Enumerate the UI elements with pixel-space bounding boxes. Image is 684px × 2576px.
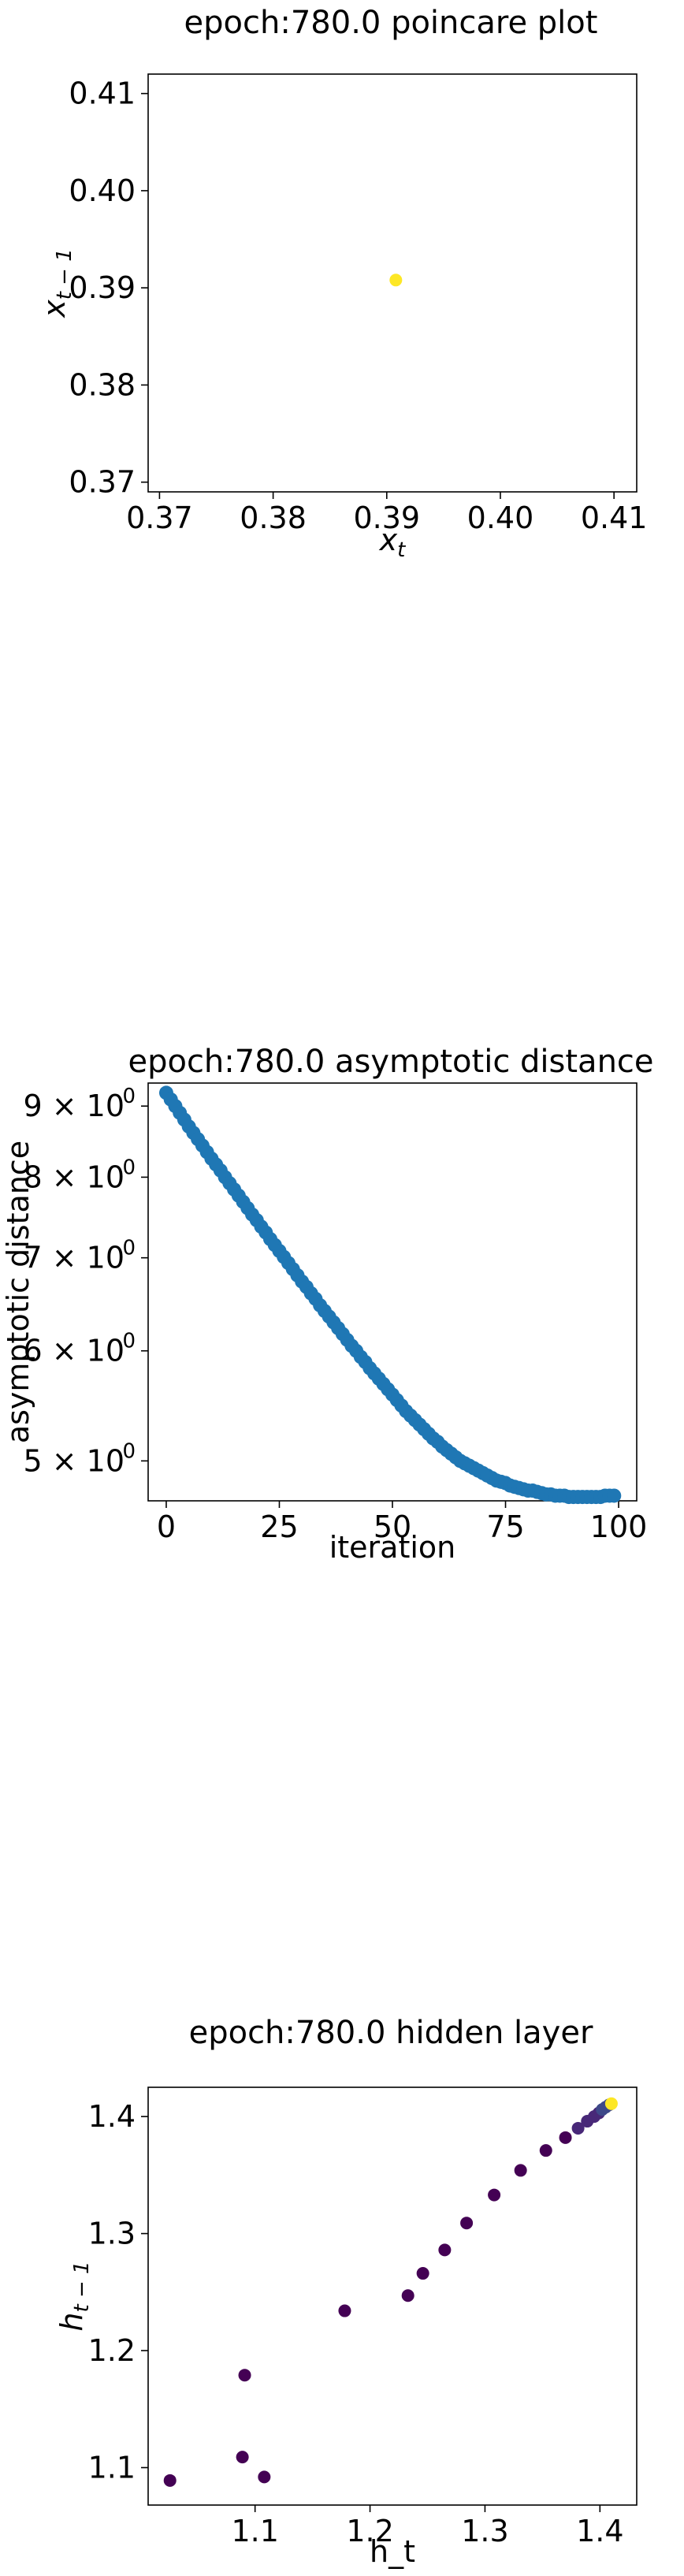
y-tick-label: 1.1 bbox=[88, 2450, 136, 2485]
data-point bbox=[571, 2121, 585, 2135]
x-ticks: 0.37 0.38 0.39 0.40 0.41 bbox=[126, 492, 647, 535]
y-tick-label: 5 × 10 bbox=[23, 1443, 125, 1478]
data-point bbox=[488, 2188, 501, 2202]
y-tick-label: 9 × 10 bbox=[23, 1089, 125, 1123]
x-tick-label: 100 bbox=[590, 1509, 648, 1544]
x-tick-label: 1.2 bbox=[346, 2514, 393, 2548]
y-tick-label: 0.37 bbox=[69, 465, 136, 500]
x-tick-label: 1.1 bbox=[231, 2514, 278, 2548]
x-ticks: 0 25 50 75 100 bbox=[157, 1501, 647, 1544]
plot-frame bbox=[147, 2086, 638, 2506]
plot-frame bbox=[147, 73, 638, 493]
data-point bbox=[607, 1488, 622, 1503]
x-tick-label: 1.4 bbox=[576, 2514, 623, 2548]
y-ticks: 1.1 1.2 1.3 1.4 bbox=[88, 2099, 148, 2485]
data-point bbox=[236, 2451, 249, 2464]
data-point bbox=[338, 2304, 351, 2317]
y-tick-label: 1.3 bbox=[88, 2217, 136, 2251]
y-axis-label: ht − 1 bbox=[54, 2261, 94, 2331]
data-point bbox=[401, 2289, 414, 2302]
data-point bbox=[163, 2474, 177, 2487]
data-point bbox=[539, 2144, 552, 2157]
data-point bbox=[258, 2470, 271, 2484]
y-axis-label: xt − 1 bbox=[37, 248, 76, 318]
data-point bbox=[238, 2369, 251, 2382]
x-tick-label: 0.37 bbox=[126, 501, 193, 535]
y-tick-label: 1.2 bbox=[88, 2333, 136, 2368]
data-point bbox=[438, 2243, 452, 2257]
y-tick-exponent: 0 bbox=[122, 1439, 136, 1463]
data-point bbox=[514, 2164, 527, 2177]
data-points bbox=[158, 1085, 622, 1505]
y-tick-label: 0.41 bbox=[69, 76, 136, 111]
data-point bbox=[460, 2217, 474, 2230]
x-tick-label: 0.38 bbox=[240, 501, 307, 535]
y-tick-label: 0.40 bbox=[69, 173, 136, 208]
y-tick-exponent: 0 bbox=[122, 1237, 136, 1260]
data-points bbox=[389, 274, 403, 287]
data-point bbox=[604, 2097, 618, 2110]
data-point bbox=[389, 274, 403, 287]
y-axis-label: asymptotic distance bbox=[1, 1141, 35, 1443]
chart-title: epoch:780.0 hidden layer bbox=[189, 2015, 593, 2051]
data-points bbox=[163, 2097, 618, 2487]
x-tick-label: 0 bbox=[157, 1509, 176, 1544]
y-tick-exponent: 0 bbox=[122, 1085, 136, 1108]
x-tick-label: 0.39 bbox=[353, 501, 420, 535]
x-axis-label: iteration bbox=[329, 1530, 456, 1565]
hidden-layer-chart: epoch:780.0 hidden layer 1.1 1.2 1.3 1.4 1.… bbox=[54, 2015, 638, 2569]
x-tick-label: 1.3 bbox=[461, 2514, 508, 2548]
x-tick-label: 25 bbox=[260, 1509, 298, 1544]
x-axis-label: h_t bbox=[370, 2534, 415, 2569]
y-tick-label: 0.38 bbox=[69, 367, 136, 402]
y-tick-label: 8 × 10 bbox=[23, 1160, 125, 1194]
x-tick-label: 0.40 bbox=[467, 501, 534, 535]
y-tick-exponent: 0 bbox=[122, 1330, 136, 1353]
x-tick-label: 75 bbox=[486, 1509, 524, 1544]
x-tick-label: 0.41 bbox=[581, 501, 648, 535]
y-ticks: 0.37 0.38 0.39 0.40 0.41 bbox=[69, 76, 148, 500]
chart-title: epoch:780.0 poincare plot bbox=[184, 5, 598, 41]
plot-frame bbox=[147, 1082, 638, 1502]
data-point bbox=[559, 2131, 572, 2144]
asymptotic-distance-chart: epoch:780.0 asymptotic distance 0 25 50 75 1… bbox=[1, 1044, 654, 1565]
x-tick-label: 50 bbox=[374, 1509, 411, 1544]
y-tick-label: 7 × 10 bbox=[23, 1241, 125, 1275]
y-tick-label: 0.39 bbox=[69, 270, 136, 305]
poincare-plot-chart: epoch:780.0 poincare plot 0.37 0.38 0.39 0.… bbox=[37, 5, 647, 562]
chart-title: epoch:780.0 asymptotic distance bbox=[128, 1044, 653, 1080]
y-tick-exponent: 0 bbox=[122, 1156, 136, 1179]
y-tick-label: 6 × 10 bbox=[23, 1334, 125, 1368]
data-point bbox=[416, 2267, 429, 2280]
x-ticks: 1.1 1.2 1.3 1.4 bbox=[231, 2505, 624, 2548]
y-tick-label: 1.4 bbox=[88, 2099, 136, 2134]
